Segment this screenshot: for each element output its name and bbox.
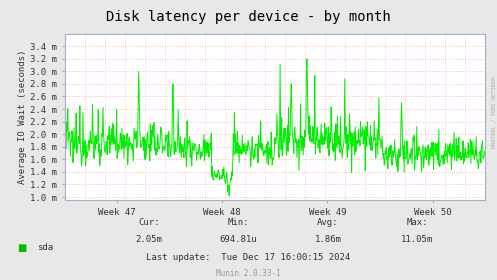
Text: 1.86m: 1.86m [315, 235, 341, 244]
Text: 694.81u: 694.81u [220, 235, 257, 244]
Text: RRDTOOL / TOBI OETIKER: RRDTOOL / TOBI OETIKER [491, 76, 496, 148]
Text: sda: sda [37, 243, 53, 252]
Text: Cur:: Cur: [138, 218, 160, 227]
Text: Disk latency per device - by month: Disk latency per device - by month [106, 10, 391, 24]
Text: Avg:: Avg: [317, 218, 339, 227]
Y-axis label: Average IO Wait (seconds): Average IO Wait (seconds) [18, 50, 27, 184]
Text: Munin 2.0.33-1: Munin 2.0.33-1 [216, 269, 281, 277]
Text: Max:: Max: [407, 218, 428, 227]
Text: ■: ■ [17, 243, 27, 253]
Text: 2.05m: 2.05m [136, 235, 163, 244]
Text: Last update:  Tue Dec 17 16:00:15 2024: Last update: Tue Dec 17 16:00:15 2024 [147, 253, 350, 262]
Text: Min:: Min: [228, 218, 249, 227]
Text: 11.05m: 11.05m [402, 235, 433, 244]
